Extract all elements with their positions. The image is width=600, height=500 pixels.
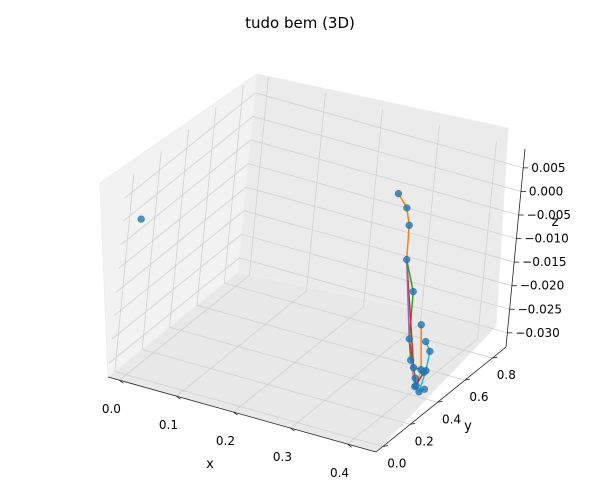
z-tick-label: 0.000 bbox=[529, 184, 563, 198]
z-gridline bbox=[118, 163, 517, 269]
y-tick-label: 0.2 bbox=[415, 434, 434, 448]
data-point bbox=[407, 356, 415, 364]
x-tick bbox=[347, 443, 352, 448]
y-tick bbox=[464, 378, 471, 381]
z-gridline bbox=[120, 139, 519, 246]
x-tick bbox=[233, 411, 238, 416]
z-tick-label: −0.025 bbox=[518, 302, 562, 316]
x-tick-label: 0.1 bbox=[159, 418, 178, 432]
z-tick-label: −0.010 bbox=[524, 232, 568, 246]
data-point bbox=[403, 256, 411, 264]
z-axis-line bbox=[505, 148, 526, 348]
data-points bbox=[137, 190, 434, 396]
x-tick-label: 0.4 bbox=[330, 466, 349, 480]
data-point bbox=[420, 385, 429, 393]
z-tick-label: −0.020 bbox=[520, 279, 564, 293]
data-point bbox=[409, 287, 417, 296]
series-line-segment bbox=[408, 291, 414, 339]
data-point bbox=[405, 335, 413, 343]
x-tick-label: 0.3 bbox=[273, 450, 292, 464]
y-tick-label: 0.0 bbox=[387, 456, 406, 470]
x-axis-line bbox=[107, 376, 377, 453]
y-tick-label: 0.4 bbox=[442, 412, 461, 426]
y-tick-label: 0.6 bbox=[469, 390, 488, 404]
series-line-segment bbox=[405, 259, 411, 339]
x-tick bbox=[176, 395, 181, 400]
x-tick-label: 0.0 bbox=[102, 402, 121, 416]
data-point bbox=[417, 321, 425, 329]
data-point bbox=[412, 381, 420, 390]
data-point bbox=[426, 347, 434, 355]
z-axis-title: z bbox=[552, 215, 559, 230]
y-axis-line bbox=[375, 346, 507, 453]
z-gridline bbox=[124, 92, 524, 199]
data-point bbox=[405, 221, 413, 229]
z-tick-label: −0.005 bbox=[527, 208, 571, 222]
x-tick-label: 0.2 bbox=[216, 434, 235, 448]
data-point bbox=[137, 215, 145, 223]
x-tick bbox=[290, 427, 295, 432]
gridlines bbox=[109, 77, 524, 447]
data-point bbox=[403, 204, 411, 212]
y-tick bbox=[382, 445, 388, 447]
y-tick bbox=[410, 422, 416, 425]
z-gridline bbox=[113, 210, 512, 317]
tick-labels: 0.0 0.1 0.2 0.3 0.4 0.0 0.2 0.4 0.6 0.8 0.005 0.000… bbox=[102, 161, 571, 480]
y-tick-label: 0.8 bbox=[497, 368, 516, 382]
y-axis-title: y bbox=[464, 419, 472, 434]
data-point bbox=[410, 364, 418, 372]
data-point bbox=[420, 368, 428, 376]
z-gridline bbox=[122, 115, 522, 222]
data-point bbox=[422, 338, 430, 346]
series-line-segment bbox=[405, 225, 410, 260]
z-gridline bbox=[109, 257, 508, 364]
z-gridline bbox=[111, 233, 510, 340]
y-tick bbox=[437, 400, 443, 403]
z-tick-label: 0.005 bbox=[531, 161, 565, 175]
chart-title: tudo bem (3D) bbox=[245, 14, 355, 32]
z-tick-label: −0.030 bbox=[515, 326, 559, 340]
x-axis-title: x bbox=[206, 457, 214, 472]
y-tick bbox=[492, 356, 498, 359]
series-line-segment bbox=[409, 359, 416, 387]
axes bbox=[107, 148, 529, 453]
data-point bbox=[411, 374, 419, 382]
data-point bbox=[394, 190, 403, 198]
z-gridline bbox=[115, 186, 515, 293]
z-tick-label: −0.015 bbox=[522, 255, 566, 269]
x-tick bbox=[119, 379, 124, 384]
